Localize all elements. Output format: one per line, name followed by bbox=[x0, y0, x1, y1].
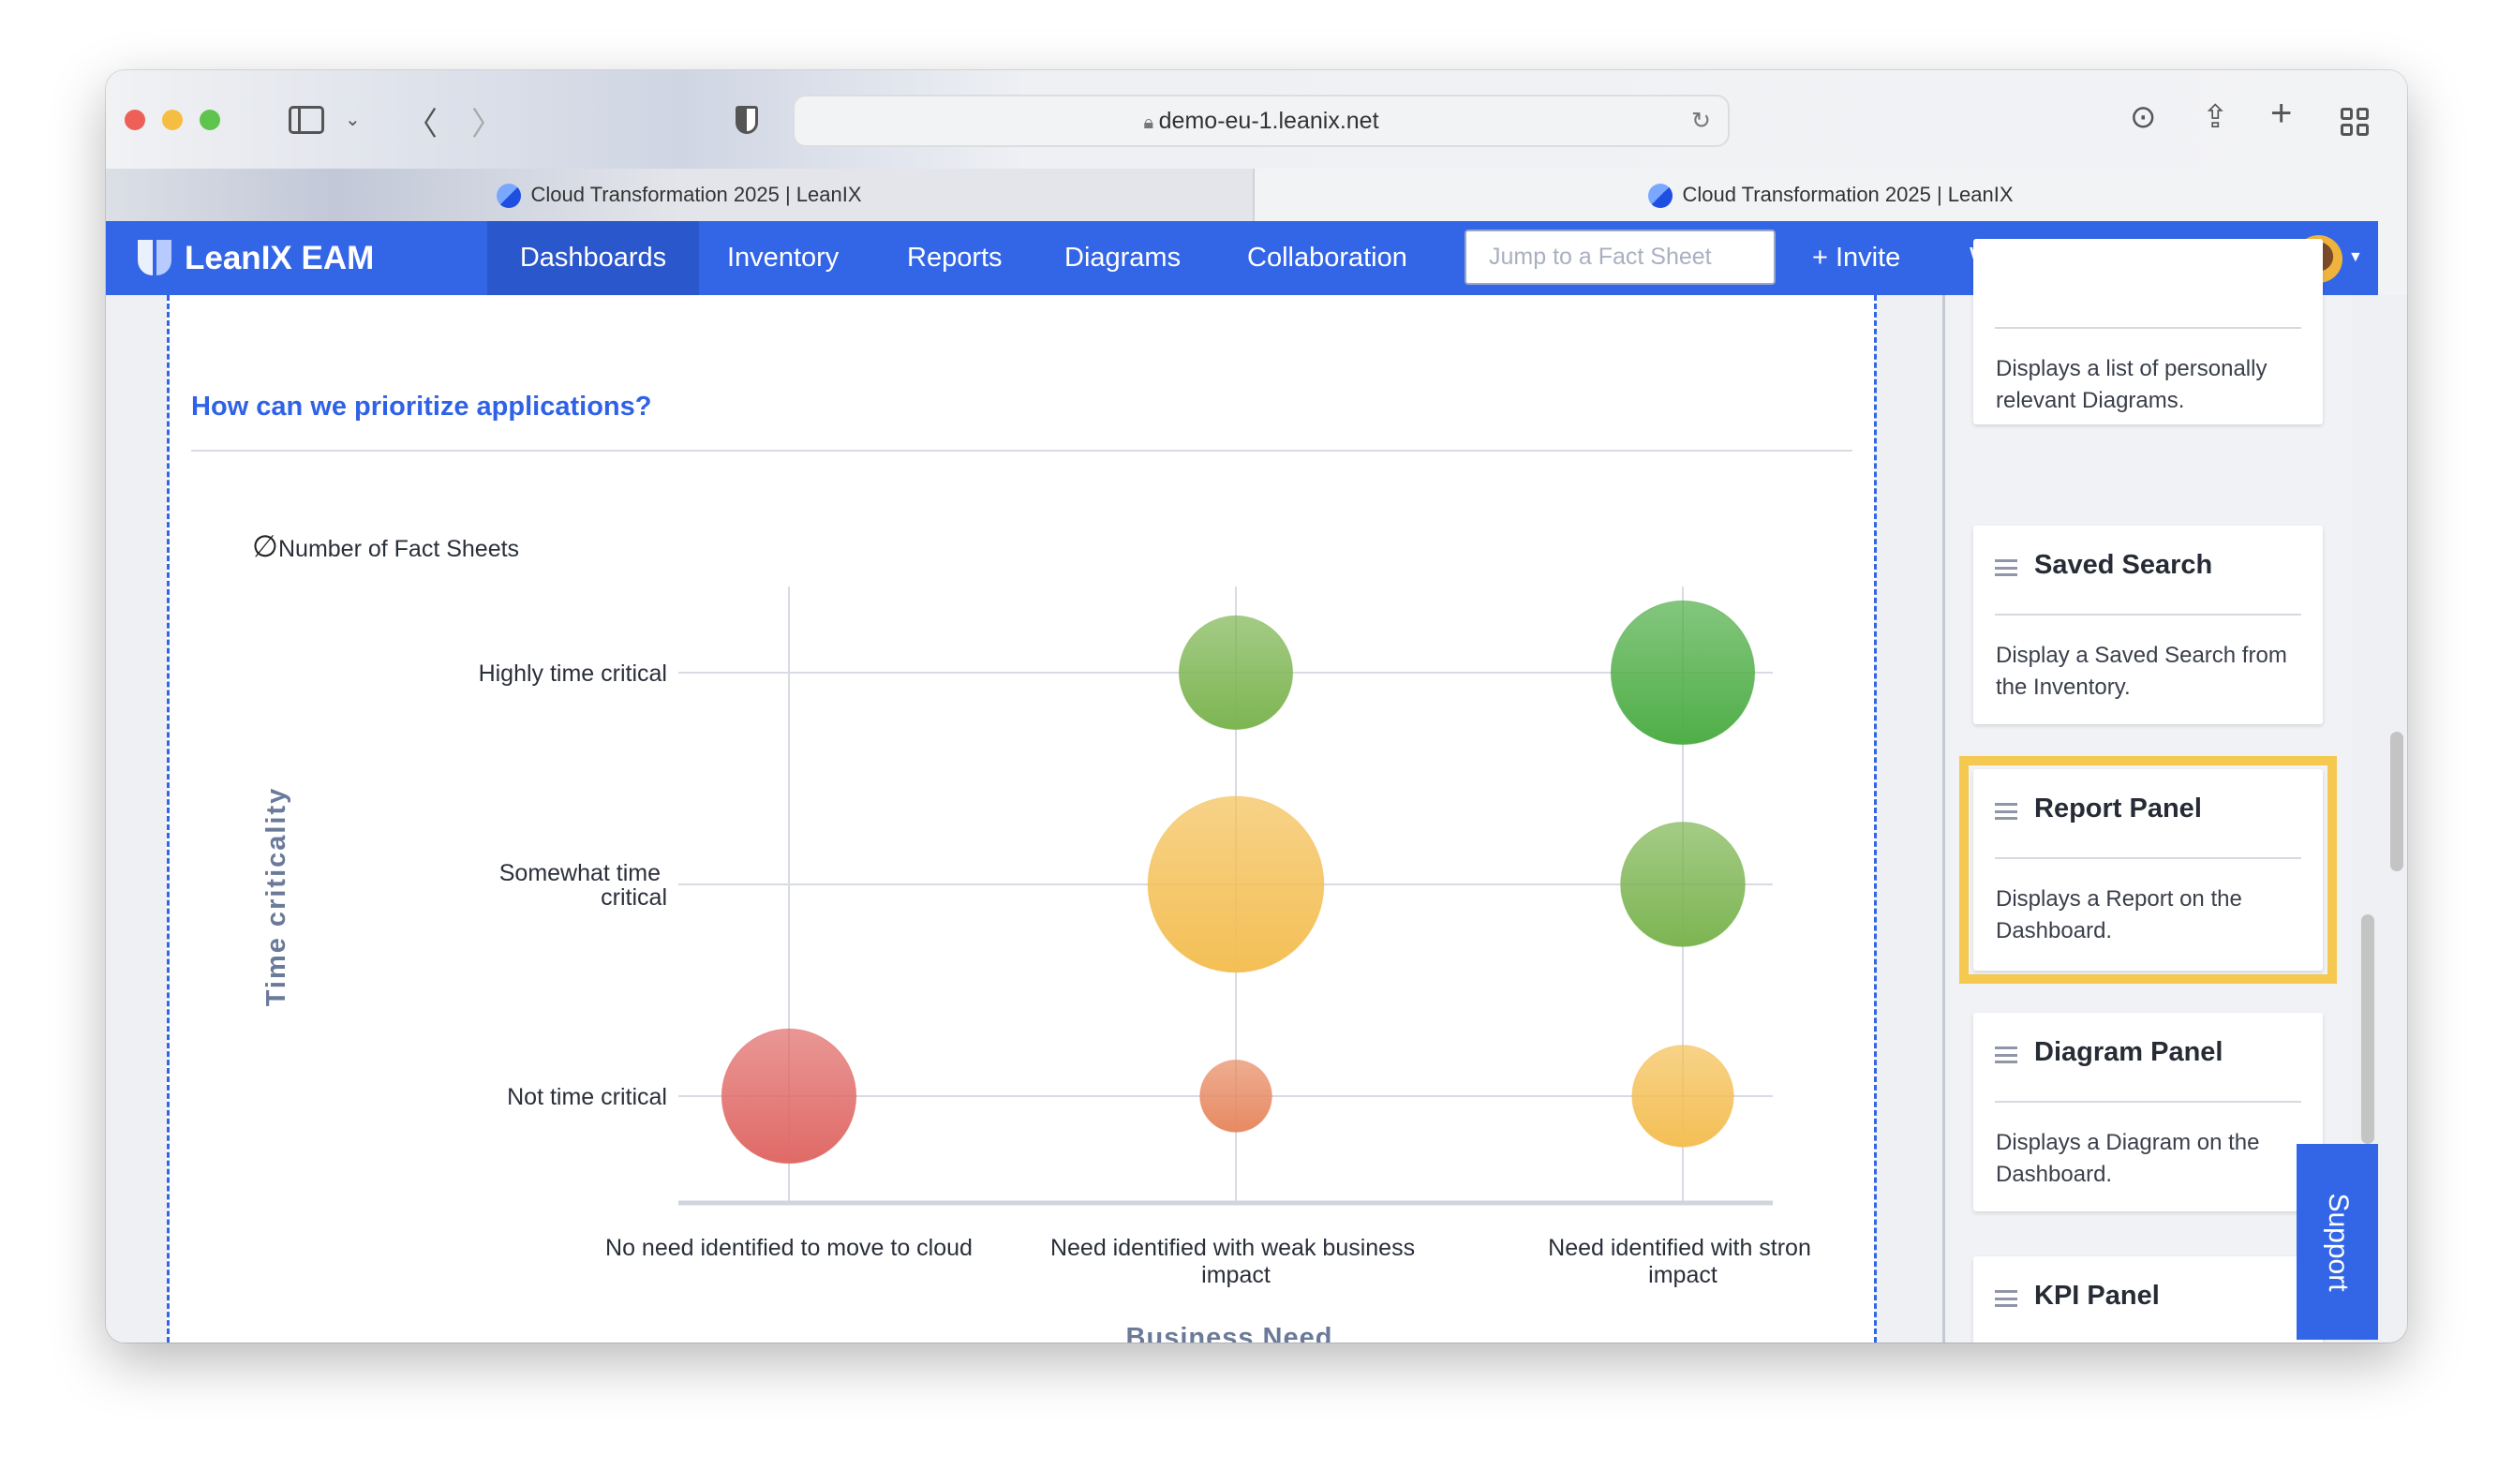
card-title: Diagram Panel bbox=[2034, 1037, 2223, 1067]
highlight-frame bbox=[1959, 756, 2337, 984]
tab-title: Cloud Transformation 2025 | LeanIX bbox=[530, 183, 862, 206]
panel-card[interactable]: KPI Panel Displays a KPI panel based on … bbox=[1973, 1256, 2323, 1343]
panel-card[interactable]: Report Panel Displays a Report on the Da… bbox=[1973, 769, 2323, 971]
dashboard-content: How can we prioritize applications? ∅ Num… bbox=[106, 239, 2407, 1343]
invite-button[interactable]: + Invite bbox=[1812, 243, 1901, 273]
panel-title: How can we prioritize applications? bbox=[191, 392, 652, 422]
address-bar[interactable]: 🔒︎ demo-eu-1.leanix.net ↻ bbox=[793, 95, 1730, 147]
nav-diagrams[interactable]: Diagrams bbox=[1064, 243, 1182, 273]
card-description: Display a Saved Search from the Inventor… bbox=[1996, 643, 2287, 700]
tab-overview-icon[interactable] bbox=[2341, 108, 2369, 136]
leanix-favicon-icon bbox=[1648, 184, 1673, 209]
fact-sheet-search-input[interactable]: Jump to a Fact Sheet bbox=[1465, 230, 1776, 285]
card-title: Saved Search bbox=[2034, 550, 2213, 580]
brand-name[interactable]: LeanIX EAM bbox=[185, 240, 375, 276]
bubble-point[interactable] bbox=[1178, 615, 1294, 731]
minimize-window-button[interactable] bbox=[162, 110, 183, 130]
nav-reports[interactable]: Reports bbox=[907, 243, 1003, 273]
browser-tab[interactable]: Cloud Transformation 2025 | LeanIX bbox=[106, 169, 1255, 221]
support-label: Support bbox=[2322, 1192, 2354, 1292]
drag-handle-icon[interactable] bbox=[1995, 1290, 2017, 1307]
x-tick-label: Need identified with stron impact bbox=[1548, 1235, 1818, 1288]
back-icon[interactable]: 〈 bbox=[406, 107, 438, 142]
browser-toolbar: ⌄ 〈 〉 🔒︎ demo-eu-1.leanix.net ↻ ⊙ ⇪ + bbox=[106, 70, 2407, 169]
panel-card[interactable]: Saved Search Display a Saved Search from… bbox=[1973, 526, 2323, 724]
nav-collaboration[interactable]: Collaboration bbox=[1247, 243, 1407, 273]
lock-icon: 🔒︎ bbox=[1143, 112, 1159, 133]
y-tick-label: Not time critical bbox=[507, 1084, 667, 1110]
report-panel: How can we prioritize applications? ∅ Num… bbox=[167, 295, 1877, 1343]
divider bbox=[1995, 614, 2301, 616]
sidebar-toggle-icon[interactable] bbox=[289, 106, 324, 134]
x-tick-label: No need identified to move to cloud bbox=[605, 1235, 973, 1261]
chevron-down-icon[interactable]: ▼ bbox=[2348, 249, 2363, 265]
share-icon[interactable]: ⇪ bbox=[2202, 99, 2229, 135]
drag-handle-icon[interactable] bbox=[1995, 803, 2017, 820]
diameter-icon: ∅ bbox=[252, 529, 278, 563]
tab-title: Cloud Transformation 2025 | LeanIX bbox=[1682, 183, 2014, 206]
divider bbox=[1995, 857, 2301, 859]
divider bbox=[191, 450, 1852, 452]
download-icon[interactable]: ⊙ bbox=[2130, 99, 2157, 135]
divider bbox=[1995, 1101, 2301, 1103]
bubble-point[interactable] bbox=[1147, 795, 1325, 973]
panel-card[interactable]: Diagram Panel Displays a Diagram on the … bbox=[1973, 1013, 2323, 1211]
close-window-button[interactable] bbox=[125, 110, 145, 130]
bubble-chart: ∅ Number of Fact Sheets Not time critical S… bbox=[252, 529, 1818, 1343]
leanix-favicon-icon bbox=[497, 184, 522, 209]
y-axis-title: Time criticality bbox=[261, 787, 291, 1007]
drag-handle-icon[interactable] bbox=[1995, 559, 2017, 576]
divider bbox=[1995, 327, 2301, 329]
panel-library-sidebar: Displays a list of personally relevant D… bbox=[1942, 239, 2352, 1343]
chevron-down-icon[interactable]: ⌄ bbox=[345, 110, 361, 130]
card-description: Displays a list of personally relevant D… bbox=[1996, 356, 2268, 413]
browser-tab-active[interactable]: Cloud Transformation 2025 | LeanIX bbox=[1255, 169, 2407, 221]
bubble-point[interactable] bbox=[721, 1028, 857, 1165]
panel-card[interactable]: Displays a list of personally relevant D… bbox=[1973, 239, 2323, 424]
bubble-point[interactable] bbox=[1610, 600, 1756, 746]
x-tick-label: Need identified with weak business impac… bbox=[1050, 1235, 1421, 1288]
forward-icon[interactable]: 〉 bbox=[471, 107, 503, 142]
nav-dashboards[interactable]: Dashboards bbox=[487, 221, 699, 295]
card-description: Displays a Report on the Dashboard. bbox=[1996, 886, 2242, 943]
reload-icon[interactable]: ↻ bbox=[1691, 108, 1711, 134]
page-scrollbar[interactable] bbox=[2390, 732, 2403, 871]
drag-handle-icon[interactable] bbox=[1995, 1046, 2017, 1063]
bubble-point[interactable] bbox=[1620, 822, 1746, 947]
x-axis-title: Business Need bbox=[1126, 1323, 1333, 1343]
bubble-point[interactable] bbox=[1199, 1060, 1272, 1133]
new-tab-icon[interactable]: + bbox=[2270, 93, 2293, 134]
tab-bar: Cloud Transformation 2025 | LeanIX Cloud… bbox=[106, 169, 2407, 221]
card-description: Displays a Diagram on the Dashboard. bbox=[1996, 1130, 2260, 1187]
y-tick-label: Somewhat time critical bbox=[499, 860, 667, 911]
y-tick-label: Highly time critical bbox=[479, 660, 667, 687]
support-button[interactable]: Support bbox=[2297, 1144, 2378, 1340]
card-title: Report Panel bbox=[2034, 794, 2202, 824]
leanix-logo-icon bbox=[138, 240, 171, 275]
nav-inventory[interactable]: Inventory bbox=[727, 243, 840, 273]
legend-label: Number of Fact Sheets bbox=[278, 536, 519, 562]
bubble-point[interactable] bbox=[1631, 1045, 1734, 1148]
url-text: demo-eu-1.leanix.net bbox=[1158, 108, 1379, 134]
shield-icon[interactable] bbox=[736, 106, 758, 134]
browser-window: ⌄ 〈 〉 🔒︎ demo-eu-1.leanix.net ↻ ⊙ ⇪ + Clo… bbox=[106, 70, 2407, 1343]
sidebar-scrollbar[interactable] bbox=[2361, 914, 2374, 1144]
zoom-window-button[interactable] bbox=[200, 110, 220, 130]
card-title: KPI Panel bbox=[2034, 1281, 2160, 1311]
